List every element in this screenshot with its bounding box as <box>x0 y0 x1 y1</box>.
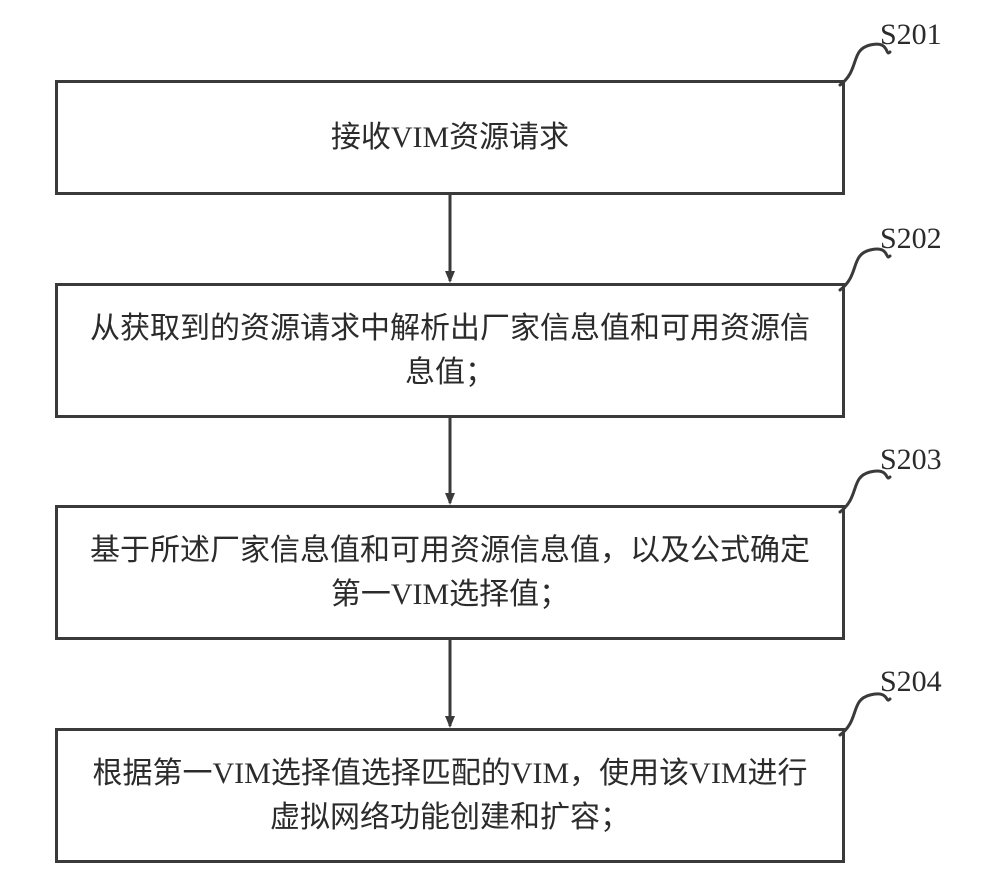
callout-s204 <box>840 694 890 735</box>
step-label-s204: S204 <box>880 665 942 699</box>
step-box-s202: 从获取到的资源请求中解析出厂家信息值和可用资源信息值； <box>55 283 845 418</box>
flowchart-canvas: 接收VIM资源请求 S201 从获取到的资源请求中解析出厂家信息值和可用资源信息… <box>0 0 1000 887</box>
step-text-s202: 从获取到的资源请求中解析出厂家信息值和可用资源信息值； <box>86 307 814 394</box>
step-label-s203: S203 <box>880 443 942 477</box>
step-label-s201: S201 <box>880 18 942 52</box>
step-box-s203: 基于所述厂家信息值和可用资源信息值，以及公式确定第一VIM选择值； <box>55 505 845 640</box>
step-label-s202: S202 <box>880 222 942 256</box>
step-text-s203: 基于所述厂家信息值和可用资源信息值，以及公式确定第一VIM选择值； <box>86 529 814 616</box>
callout-s203 <box>840 471 890 512</box>
step-text-s201: 接收VIM资源请求 <box>331 116 569 160</box>
step-text-s204: 根据第一VIM选择值选择匹配的VIM，使用该VIM进行虚拟网络功能创建和扩容； <box>86 752 814 839</box>
step-box-s201: 接收VIM资源请求 <box>55 80 845 195</box>
step-box-s204: 根据第一VIM选择值选择匹配的VIM，使用该VIM进行虚拟网络功能创建和扩容； <box>55 728 845 863</box>
